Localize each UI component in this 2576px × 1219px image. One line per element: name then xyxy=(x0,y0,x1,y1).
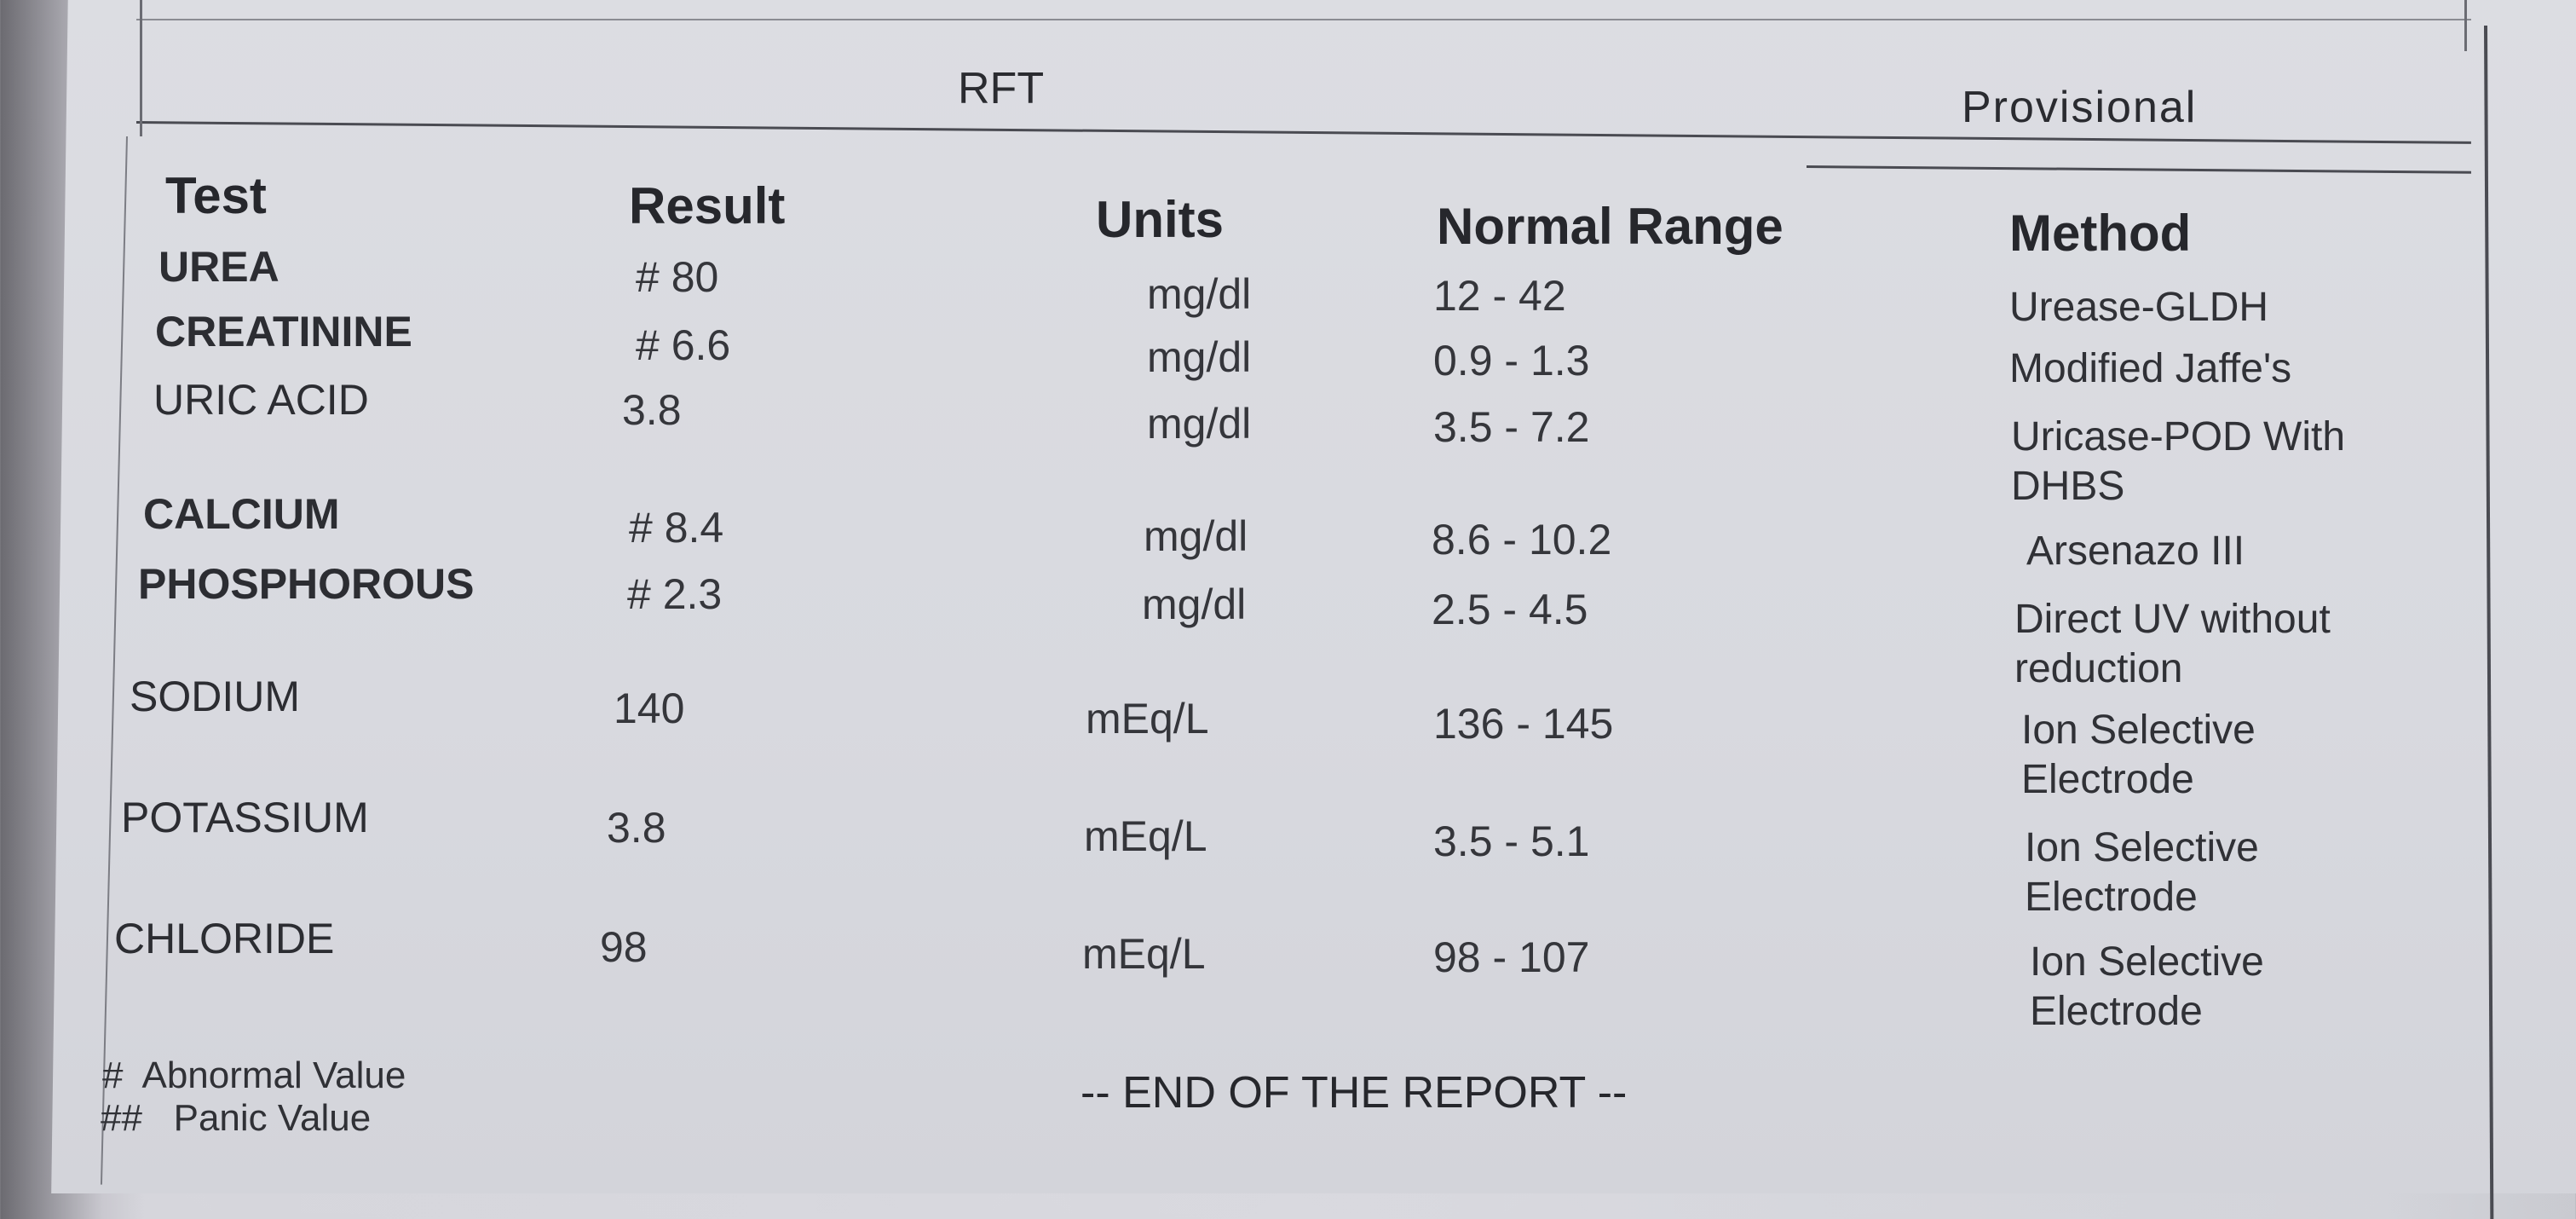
column-header-normal-range: Normal Range xyxy=(1437,198,1784,255)
right-border-top xyxy=(2464,0,2467,51)
test-name: UREA xyxy=(158,243,279,291)
test-method: Modified Jaffe's xyxy=(2009,346,2292,391)
test-result: 3.8 xyxy=(607,804,666,852)
test-result: # 8.4 xyxy=(629,504,724,552)
legend-panic: ## Panic Value xyxy=(101,1097,372,1139)
test-units: mg/dl xyxy=(1147,333,1252,381)
test-method: Ion Selective Electrode xyxy=(2021,708,2256,802)
test-result: 3.8 xyxy=(622,386,682,434)
test-name: CREATININE xyxy=(155,308,412,355)
column-header-result: Result xyxy=(629,177,786,234)
test-result: 140 xyxy=(614,685,685,732)
test-range: 2.5 - 4.5 xyxy=(1432,586,1588,633)
report-status: Provisional xyxy=(1962,83,2198,132)
test-method: Ion Selective Electrode xyxy=(2025,825,2259,920)
test-method: Ion Selective Electrode xyxy=(2030,939,2264,1034)
test-method: Uricase-POD With DHBS xyxy=(2011,414,2346,509)
test-name: POTASSIUM xyxy=(121,794,369,841)
end-of-report: -- END OF THE REPORT -- xyxy=(1081,1068,1628,1118)
test-units: mg/dl xyxy=(1144,512,1248,560)
test-method: Arsenazo III xyxy=(2026,529,2245,574)
test-range: 0.9 - 1.3 xyxy=(1433,337,1590,384)
test-units: mg/dl xyxy=(1147,270,1252,318)
test-method: Urease-GLDH xyxy=(2009,285,2269,330)
test-name: CALCIUM xyxy=(143,490,340,538)
test-result: # 80 xyxy=(636,253,719,301)
test-units: mEq/L xyxy=(1086,695,1209,742)
column-header-test: Test xyxy=(165,167,267,224)
legend-abnormal: # Abnormal Value xyxy=(102,1054,406,1096)
top-border xyxy=(136,19,2471,20)
section-title: RFT xyxy=(958,64,1045,113)
test-range: 3.5 - 7.2 xyxy=(1433,403,1590,451)
test-units: mg/dl xyxy=(1142,581,1247,628)
column-header-units: Units xyxy=(1096,191,1224,248)
test-name: SODIUM xyxy=(130,673,300,720)
left-border-top xyxy=(140,0,142,136)
column-header-method: Method xyxy=(2009,205,2192,262)
test-result: # 6.6 xyxy=(636,321,731,369)
test-range: 3.5 - 5.1 xyxy=(1433,817,1590,865)
test-method: Direct UV without reduction xyxy=(2014,597,2331,691)
test-units: mEq/L xyxy=(1084,812,1207,860)
test-result: 98 xyxy=(600,923,648,971)
test-range: 8.6 - 10.2 xyxy=(1432,516,1612,563)
test-units: mEq/L xyxy=(1082,930,1206,978)
test-name: URIC ACID xyxy=(153,376,369,424)
test-range: 136 - 145 xyxy=(1433,700,1614,748)
test-result: # 2.3 xyxy=(627,570,723,618)
test-name: PHOSPHOROUS xyxy=(138,560,475,608)
test-units: mg/dl xyxy=(1147,400,1252,448)
test-name: CHLORIDE xyxy=(114,915,335,962)
test-range: 12 - 42 xyxy=(1433,272,1566,320)
test-range: 98 - 107 xyxy=(1433,933,1590,981)
